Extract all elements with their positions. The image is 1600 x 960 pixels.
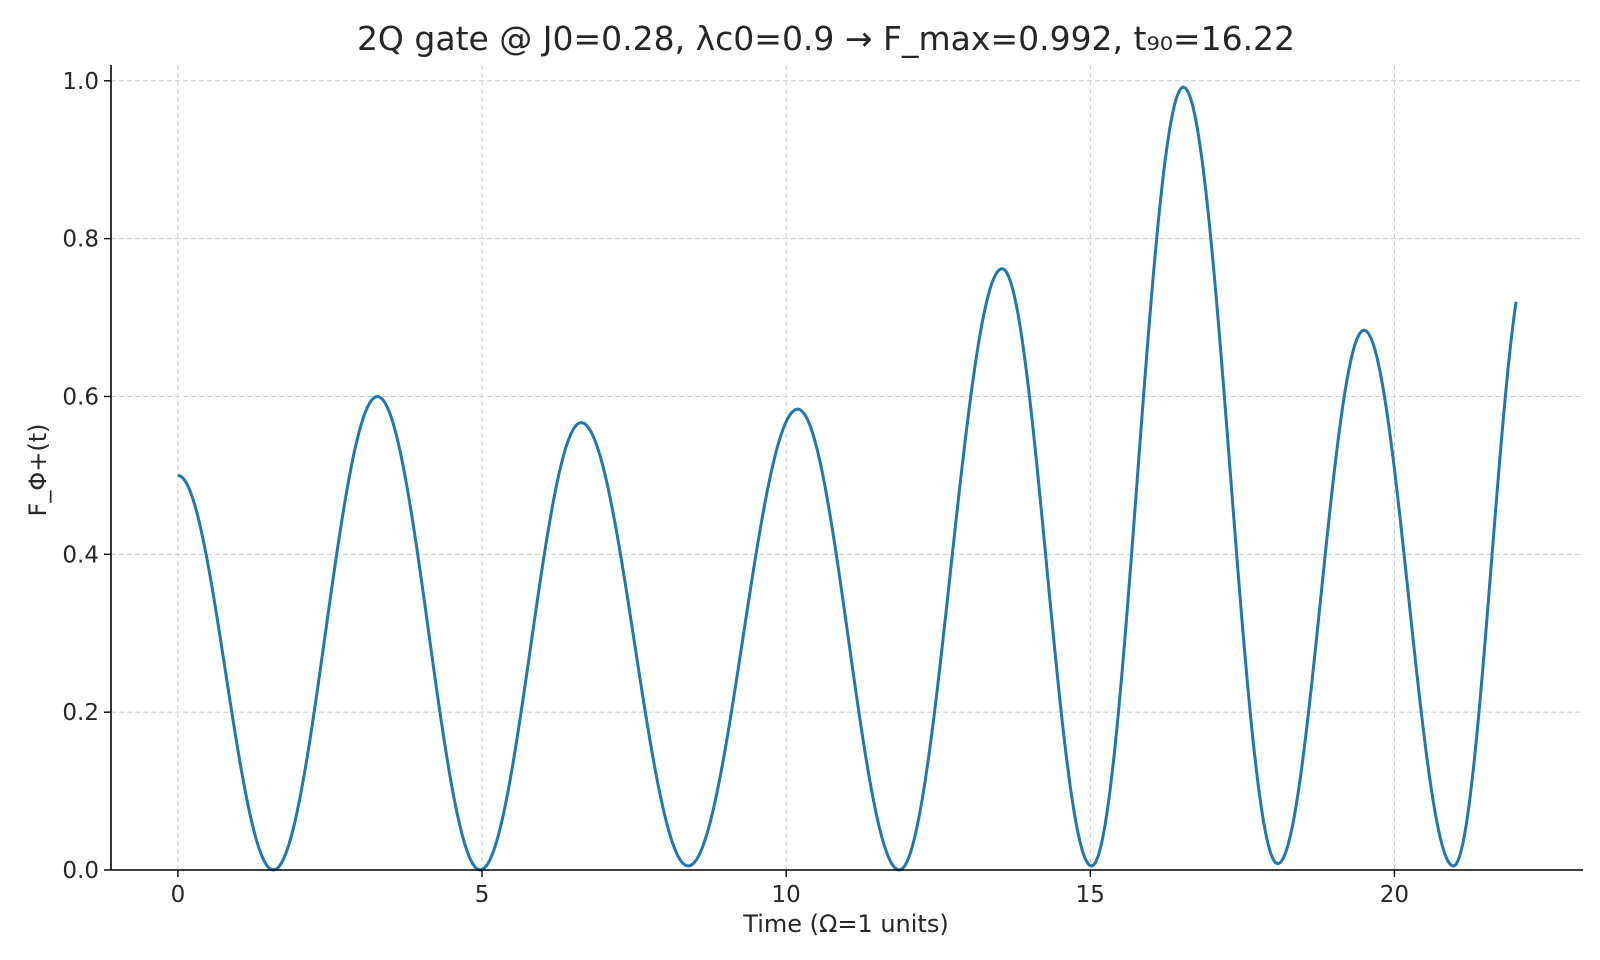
- chart-title: 2Q gate @ J0=0.28, λc0=0.9 → F_max=0.992…: [357, 19, 1295, 58]
- x-tick-label: 5: [475, 882, 490, 908]
- series-layer: [177, 85, 1518, 872]
- grid-lines: [111, 65, 1583, 871]
- y-axis-label: F_Φ+(t): [24, 424, 52, 517]
- y-tick-label: 0.2: [62, 700, 99, 726]
- x-axis-label: Time (Ω=1 units): [742, 910, 948, 938]
- fidelity-series-line: [177, 85, 1518, 872]
- y-tick-label: 0.0: [62, 858, 99, 884]
- y-tick-label: 0.6: [62, 384, 99, 410]
- y-tick-label: 1.0: [62, 69, 99, 95]
- y-tick-label: 0.8: [62, 227, 99, 253]
- ticks: 0 5 10 15 20 0.0 0.2 0.4 0.6 0.8 1.0: [62, 69, 1409, 908]
- x-tick-label: 20: [1380, 882, 1409, 908]
- x-tick-label: 15: [1076, 882, 1105, 908]
- x-tick-label: 10: [772, 882, 801, 908]
- axes: [110, 65, 1583, 871]
- x-tick-label: 0: [171, 882, 186, 908]
- y-tick-label: 0.4: [62, 542, 99, 568]
